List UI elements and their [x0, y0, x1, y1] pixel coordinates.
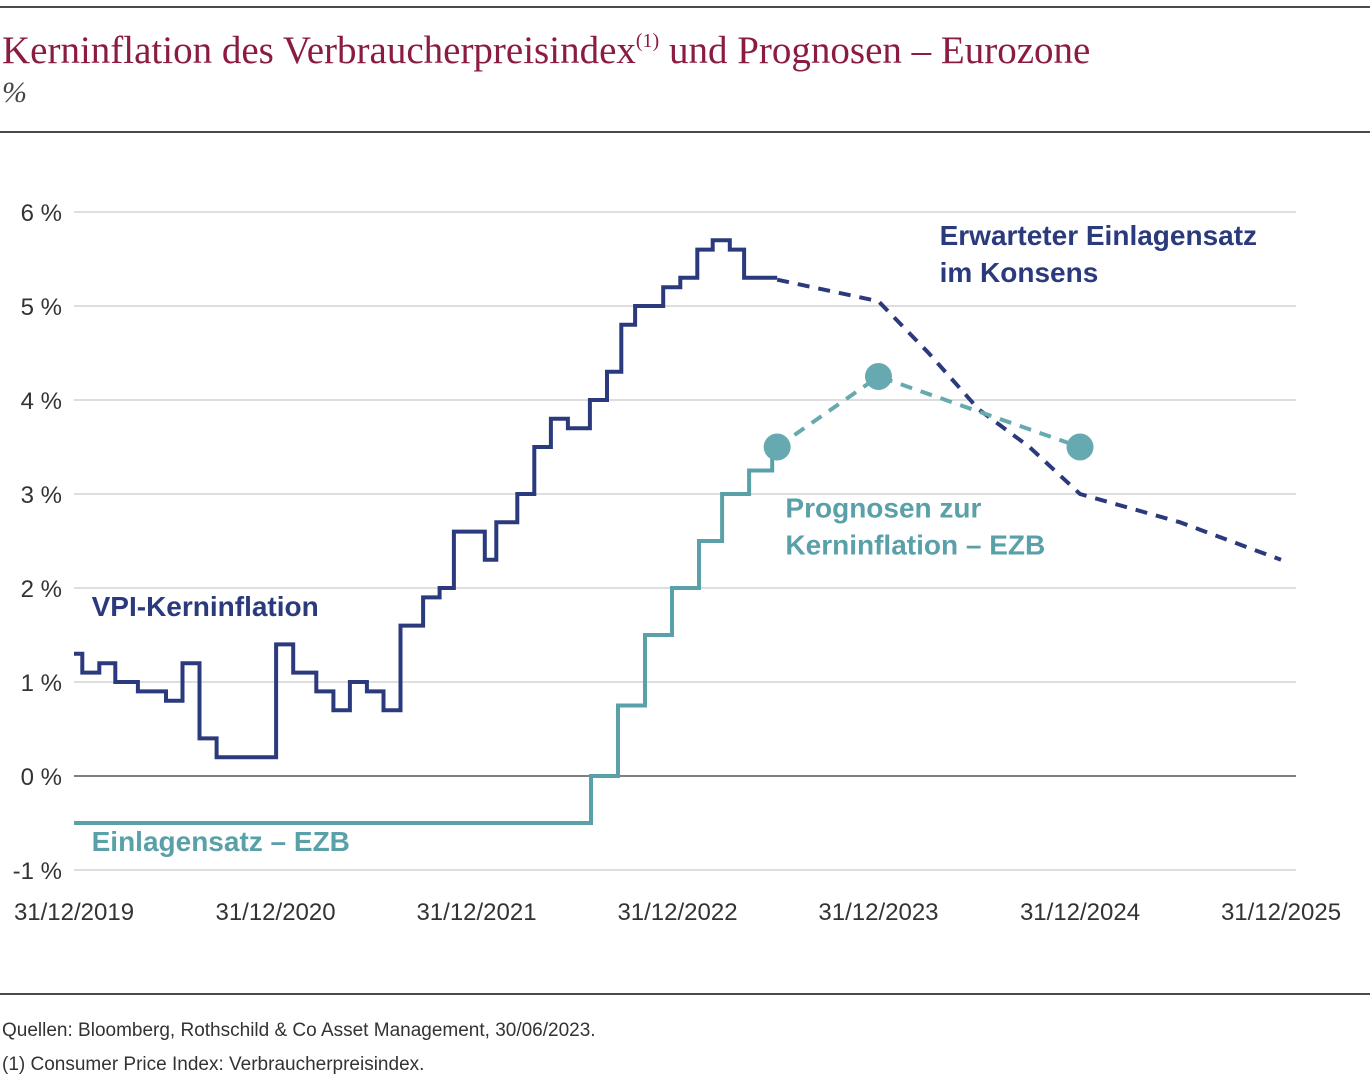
data-point: [864, 363, 892, 390]
y-tick-label: 1 %: [21, 670, 62, 697]
x-tick-label: 31/12/2024: [1020, 899, 1140, 926]
y-tick-label: 2 %: [21, 576, 62, 603]
unit-label: %: [2, 76, 27, 109]
series-line: [74, 238, 778, 760]
series-label-line: Erwarteter Einlagensatz: [940, 220, 1257, 251]
series-label-line: Prognosen zur: [785, 493, 981, 524]
x-tick-label: 31/12/2023: [818, 899, 938, 926]
y-tick-label: 3 %: [21, 482, 62, 509]
series-label: VPI-Kerninflation: [92, 591, 319, 622]
series-label-line: VPI-Kerninflation: [92, 591, 319, 622]
x-tick-label: 31/12/2022: [617, 899, 737, 926]
y-tick-label: 0 %: [21, 764, 62, 791]
title-footnote-mark: (1): [635, 30, 660, 52]
header-rule: [0, 131, 1370, 133]
series-label-line: Kerninflation – EZB: [785, 530, 1045, 561]
series-label: Erwarteter Einlagensatz im Konsens: [940, 220, 1257, 288]
series-label-line: im Konsens: [940, 257, 1099, 288]
y-tick-label: 4 %: [21, 388, 62, 415]
series-line: [776, 277, 1282, 562]
footer-rule: [0, 993, 1370, 995]
series-label: Prognosen zur Kerninflation – EZB: [785, 493, 1045, 561]
source-note: Quellen: Bloomberg, Rothschild & Co Asse…: [2, 1020, 596, 1041]
footnote: (1) Consumer Price Index: Verbraucherpre…: [2, 1054, 425, 1075]
series-label-line: Einlagensatz – EZB: [92, 826, 350, 857]
data-point: [1066, 433, 1094, 461]
chart: -1 % 0 % 1 % 2 % 3 % 4 % 5 % 6 % 31/12/2019 31/12…: [13, 200, 1341, 926]
x-tick-label: 31/12/2025: [1221, 899, 1341, 926]
top-rule: [0, 6, 1370, 8]
title-main: Kerninflation des Verbraucherpreisindex: [2, 29, 636, 72]
x-tick-label: 31/12/2020: [215, 899, 335, 926]
series-label: Einlagensatz – EZB: [92, 826, 350, 857]
y-tick-label: 5 %: [21, 294, 62, 321]
y-tick-label: 6 %: [21, 200, 62, 227]
x-tick-label: 31/12/2021: [416, 899, 536, 926]
x-tick-label: 31/12/2019: [14, 899, 134, 926]
title-rest: und Prognosen – Eurozone: [659, 29, 1091, 72]
data-point: [763, 433, 791, 461]
series-line: [776, 374, 1081, 449]
series-line: [74, 447, 775, 825]
y-tick-label: -1 %: [13, 858, 62, 885]
page-title: Kerninflation des Verbraucherpreisindex(…: [2, 28, 1090, 73]
